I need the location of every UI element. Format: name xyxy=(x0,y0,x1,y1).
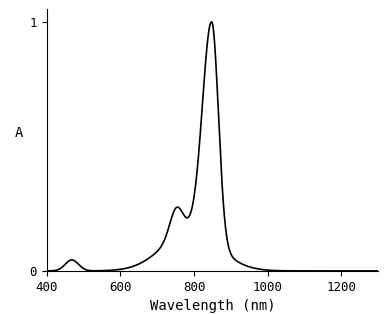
X-axis label: Wavelength (nm): Wavelength (nm) xyxy=(150,299,275,313)
Y-axis label: A: A xyxy=(14,126,23,140)
